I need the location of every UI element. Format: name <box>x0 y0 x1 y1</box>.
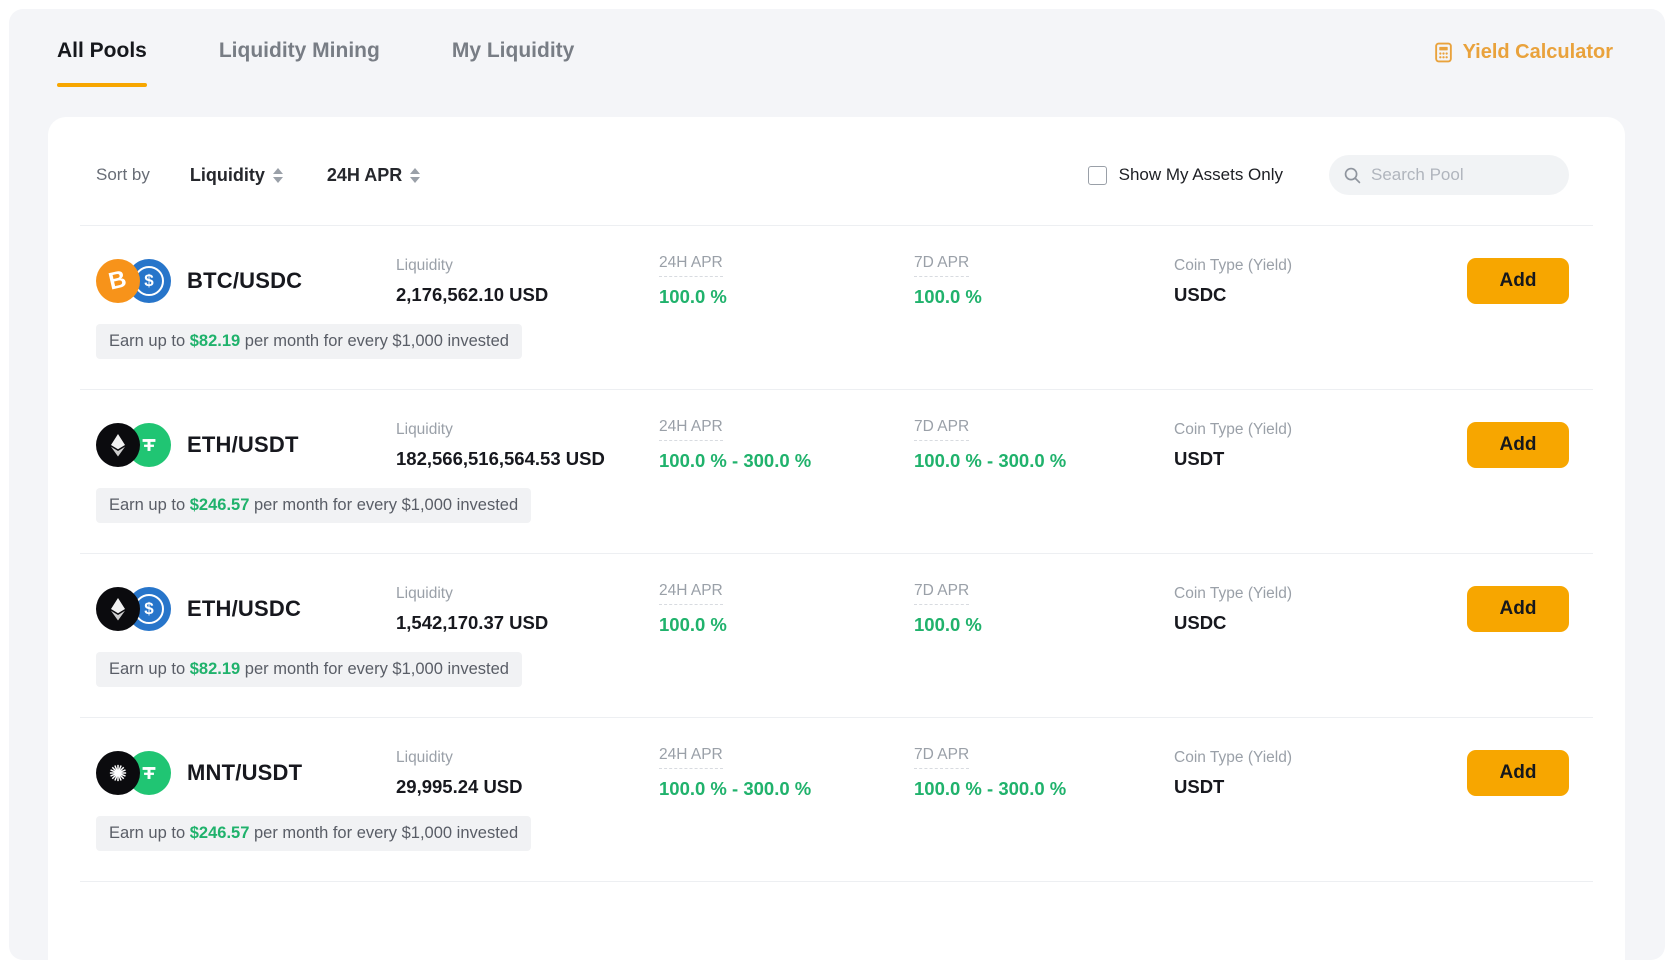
add-button[interactable]: Add <box>1467 422 1569 468</box>
apr-24h-value: 100.0 % <box>659 286 727 307</box>
coin-type-column-label: Coin Type (Yield) <box>1174 584 1293 602</box>
apr-24h-column-label: 24H APR <box>659 746 723 769</box>
divider <box>80 717 1593 718</box>
pool-name: ETH/USDC <box>187 596 302 621</box>
eth-coin-icon <box>96 423 140 467</box>
sort-liquidity-button[interactable]: Liquidity <box>190 165 283 186</box>
search-icon <box>1343 166 1362 185</box>
earn-amount: $246.57 <box>189 824 250 842</box>
coin-type-column-label: Coin Type (Yield) <box>1174 420 1293 438</box>
coin-type-column-label: Coin Type (Yield) <box>1174 748 1293 766</box>
coin-type-value: USDC <box>1174 283 1227 305</box>
divider <box>80 389 1593 390</box>
sort-24h-apr-button[interactable]: 24H APR <box>326 164 421 186</box>
tab-my-liquidity[interactable]: My Liquidity <box>451 39 575 62</box>
add-button[interactable]: Add <box>1467 750 1569 796</box>
apr-24h-column-label: 24H APR <box>659 582 723 605</box>
tabs-bar: All Pools Liquidity Mining My Liquidity … <box>9 9 1665 87</box>
toolbar: Sort by Liquidity 24H APR Show My Assets… <box>48 117 1625 225</box>
divider <box>80 553 1593 554</box>
liquidity-column-label: Liquidity <box>396 748 453 766</box>
pool-name: ETH/USDT <box>187 432 299 457</box>
divider <box>80 225 1593 226</box>
apr-7d-value: 100.0 % - 300.0 % <box>914 778 1067 799</box>
apr-7d-value: 100.0 % <box>914 614 982 635</box>
earn-estimate-badge: Earn up to $246.57 per month for every $… <box>96 816 532 851</box>
pool-row: MNT/USDT Liquidity 29,995.24 USD 24H APR… <box>48 718 1625 882</box>
apr-7d-column-label: 7D APR <box>914 582 970 605</box>
apr-24h-column-label: 24H APR <box>659 418 723 441</box>
earn-estimate-badge: Earn up to $246.57 per month for every $… <box>96 488 532 523</box>
coin-type-value: USDT <box>1174 447 1225 469</box>
sort-liquidity-label: Liquidity <box>189 164 265 185</box>
btc-coin-icon <box>96 259 140 303</box>
pool-row: BTC/USDC Liquidity 2,176,562.10 USD 24H … <box>48 226 1625 390</box>
liquidity-column-label: Liquidity <box>396 256 453 274</box>
earn-amount: $82.19 <box>189 332 241 350</box>
coin-type-column-label: Coin Type (Yield) <box>1174 256 1293 274</box>
liquidity-pools-panel: All Pools Liquidity Mining My Liquidity … <box>9 9 1665 960</box>
apr-24h-value: 100.0 % - 300.0 % <box>659 450 812 471</box>
apr-7d-value: 100.0 % <box>914 286 982 307</box>
earn-amount: $82.19 <box>189 660 241 678</box>
pool-name: BTC/USDC <box>187 268 303 293</box>
liquidity-column-label: Liquidity <box>396 584 453 602</box>
search-pool-field[interactable] <box>1329 155 1569 195</box>
earn-amount: $246.57 <box>189 496 250 514</box>
liquidity-value: 182,566,516,564.53 USD <box>396 447 605 469</box>
sort-24h-apr-label: 24H APR <box>326 164 403 185</box>
mnt-coin-icon <box>96 751 140 795</box>
earn-estimate-badge: Earn up to $82.19 per month for every $1… <box>96 324 522 359</box>
show-my-assets-label[interactable]: Show My Assets Only <box>1118 165 1283 184</box>
earn-estimate-badge: Earn up to $82.19 per month for every $1… <box>96 652 522 687</box>
search-pool-input[interactable] <box>1371 165 1555 185</box>
apr-24h-value: 100.0 % <box>659 614 727 635</box>
pool-pair: ETH/USDC <box>96 587 396 631</box>
pool-pair: BTC/USDC <box>96 259 396 303</box>
tab-liquidity-mining[interactable]: Liquidity Mining <box>218 39 380 62</box>
yield-calculator-link[interactable]: Yield Calculator <box>1433 39 1613 64</box>
pool-row: ETH/USDT Liquidity 182,566,516,564.53 US… <box>48 390 1625 554</box>
pool-row: ETH/USDC Liquidity 1,542,170.37 USD 24H … <box>48 554 1625 718</box>
pools-card: Sort by Liquidity 24H APR Show My Assets… <box>48 117 1625 960</box>
apr-7d-column-label: 7D APR <box>914 746 970 769</box>
apr-7d-column-label: 7D APR <box>914 254 970 277</box>
liquidity-column-label: Liquidity <box>396 420 453 438</box>
coin-type-value: USDT <box>1174 775 1225 797</box>
sort-arrows-icon <box>410 167 421 183</box>
liquidity-value: 29,995.24 USD <box>396 775 523 797</box>
liquidity-value: 2,176,562.10 USD <box>396 283 549 305</box>
eth-coin-icon <box>96 587 140 631</box>
tab-all-pools[interactable]: All Pools <box>57 39 147 87</box>
add-button[interactable]: Add <box>1467 586 1569 632</box>
pool-pair: ETH/USDT <box>96 423 396 467</box>
liquidity-value: 1,542,170.37 USD <box>396 611 549 633</box>
coin-type-value: USDC <box>1174 611 1227 633</box>
apr-24h-column-label: 24H APR <box>659 254 723 277</box>
pool-name: MNT/USDT <box>187 760 303 785</box>
yield-calculator-label: Yield Calculator <box>1462 41 1613 63</box>
add-button[interactable]: Add <box>1467 258 1569 304</box>
show-my-assets-checkbox[interactable] <box>1087 165 1107 185</box>
calculator-icon <box>1433 42 1454 63</box>
apr-7d-value: 100.0 % - 300.0 % <box>914 450 1067 471</box>
sort-arrows-icon <box>272 167 283 183</box>
divider <box>80 881 1593 882</box>
sort-by-label: Sort by <box>96 165 150 184</box>
apr-7d-column-label: 7D APR <box>914 418 970 441</box>
pool-pair: MNT/USDT <box>96 751 396 795</box>
apr-24h-value: 100.0 % - 300.0 % <box>659 778 812 799</box>
